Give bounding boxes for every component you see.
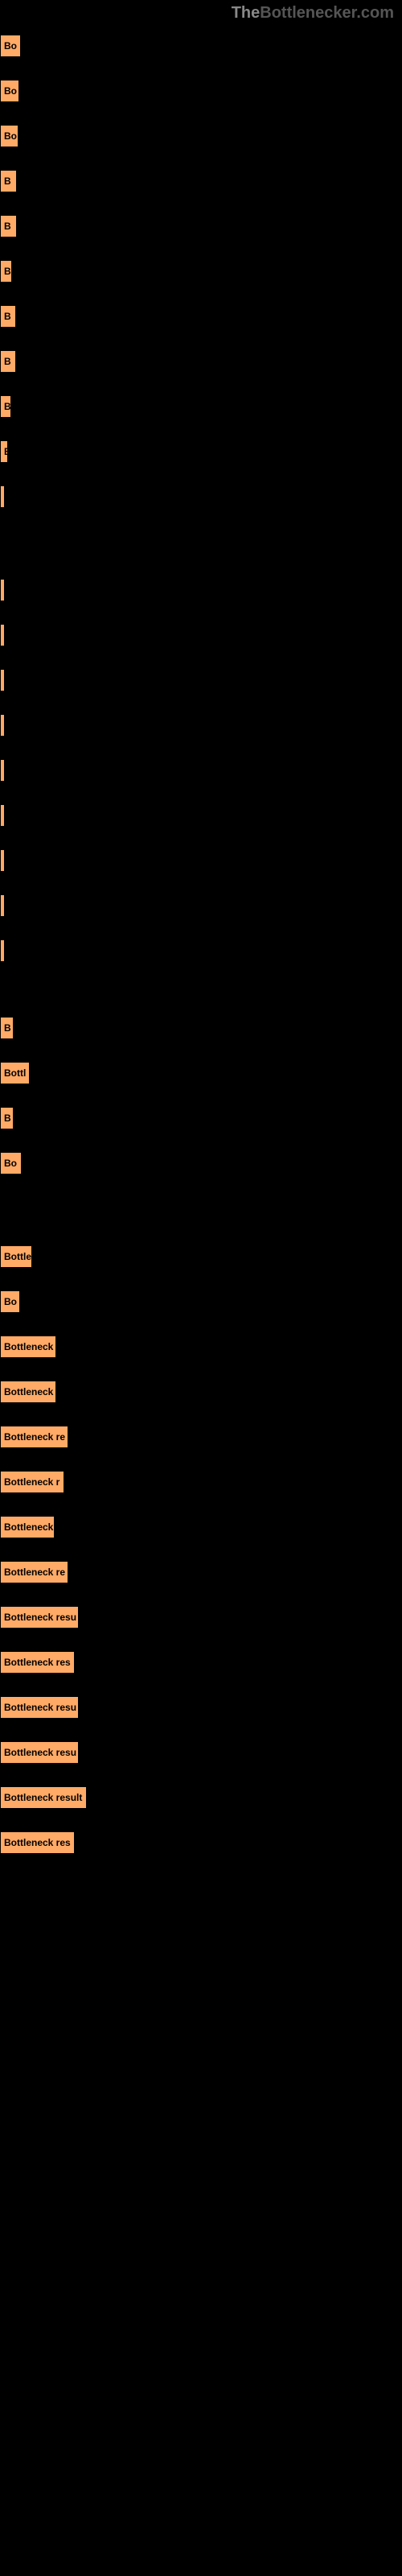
bar-row: [0, 849, 402, 872]
bar-row: [0, 714, 402, 737]
bar-row: Bo: [0, 125, 402, 147]
bar: B: [0, 305, 16, 328]
bar-row: Bottleneck result: [0, 1786, 402, 1809]
bar-row: [0, 939, 402, 962]
bar-row: Bottleneck: [0, 1381, 402, 1403]
bar-row: Bottle: [0, 1245, 402, 1268]
bar: Bottleneck res: [0, 1831, 75, 1854]
bar-chart: BoBoBoBBBBBBBBBottlBBoBottleBoBottleneck…: [0, 27, 402, 1885]
bar: [0, 939, 5, 962]
bar: Bottleneck result: [0, 1786, 87, 1809]
bar-row: B: [0, 1107, 402, 1129]
bar-row: Bo: [0, 35, 402, 57]
bar-row: Bottleneck r: [0, 1471, 402, 1493]
bar-row: Bottleneck re: [0, 1426, 402, 1448]
bar: Bo: [0, 1290, 20, 1313]
bar-row: [0, 759, 402, 782]
bar-row: Bottleneck: [0, 1335, 402, 1358]
bar: Bo: [0, 125, 18, 147]
bar: Bo: [0, 35, 21, 57]
bar: Bottleneck re: [0, 1426, 68, 1448]
bar-row: B: [0, 305, 402, 328]
bar-row: Bottleneck resu: [0, 1741, 402, 1764]
bar-row: Bottleneck re: [0, 1561, 402, 1583]
bar-row: Bottl: [0, 1062, 402, 1084]
bar-row: [0, 669, 402, 691]
bar: Bo: [0, 80, 19, 102]
bar-row: B: [0, 395, 402, 418]
bar: [0, 485, 5, 508]
bar-row: [0, 894, 402, 917]
bar-row: Bottleneck resu: [0, 1606, 402, 1629]
bar: [0, 669, 5, 691]
bar: Bottleneck resu: [0, 1741, 79, 1764]
bar-row: Bottleneck: [0, 1516, 402, 1538]
bar: [0, 624, 5, 646]
bar-row: [0, 579, 402, 601]
bar: Bottleneck resu: [0, 1696, 79, 1719]
bar: Bottleneck: [0, 1381, 56, 1403]
bar-row: Bo: [0, 80, 402, 102]
bar-row: B: [0, 170, 402, 192]
bar: Bottleneck: [0, 1516, 55, 1538]
bar: B: [0, 440, 8, 463]
bar: Bottleneck re: [0, 1561, 68, 1583]
bar-row: B: [0, 260, 402, 283]
bar: [0, 804, 5, 827]
bar-row: Bo: [0, 1290, 402, 1313]
bar: B: [0, 1017, 14, 1039]
bar: Bottle: [0, 1245, 32, 1268]
bar: Bottleneck resu: [0, 1606, 79, 1629]
bar-row: B: [0, 215, 402, 237]
bar: [0, 579, 5, 601]
bar: [0, 894, 5, 917]
bar-row: Bottleneck res: [0, 1831, 402, 1854]
bar: B: [0, 260, 12, 283]
bar: B: [0, 215, 17, 237]
bar: B: [0, 170, 17, 192]
bar: Bottleneck res: [0, 1651, 75, 1674]
bar: B: [0, 1107, 14, 1129]
bar-row: [0, 485, 402, 508]
bar-row: B: [0, 1017, 402, 1039]
bar: Bottleneck: [0, 1335, 56, 1358]
bar-row: B: [0, 440, 402, 463]
bar: B: [0, 395, 11, 418]
bar-row: B: [0, 350, 402, 373]
bar: [0, 759, 5, 782]
bar: B: [0, 350, 16, 373]
bar-row: Bottleneck res: [0, 1651, 402, 1674]
bar: [0, 714, 5, 737]
bar: Bo: [0, 1152, 22, 1174]
bar: Bottleneck r: [0, 1471, 64, 1493]
site-header: TheBottlenecker.com: [0, 0, 402, 27]
bar-row: Bo: [0, 1152, 402, 1174]
header-the: TheBottlenecker.com: [232, 4, 394, 22]
bar: [0, 849, 5, 872]
bar-row: [0, 624, 402, 646]
bar-row: Bottleneck resu: [0, 1696, 402, 1719]
bar: Bottl: [0, 1062, 30, 1084]
bar-row: [0, 804, 402, 827]
